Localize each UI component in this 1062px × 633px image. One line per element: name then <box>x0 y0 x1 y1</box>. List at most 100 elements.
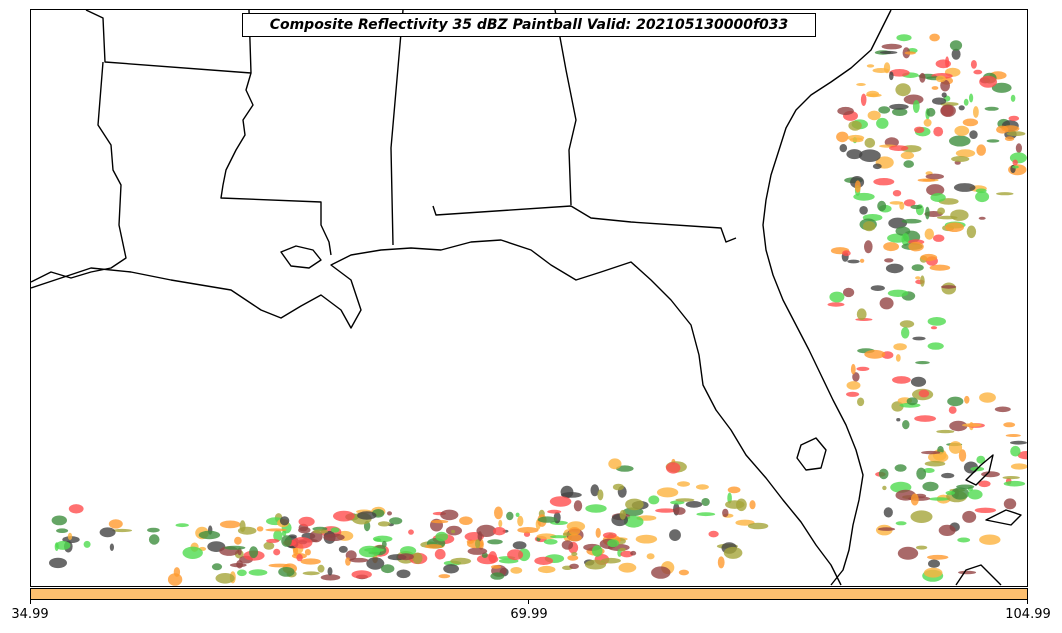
reflectivity-cell <box>836 132 848 143</box>
reflectivity-cell <box>183 547 203 559</box>
reflectivity-cell <box>490 572 504 579</box>
reflectivity-cell <box>1011 463 1028 469</box>
reflectivity-cell <box>985 107 999 111</box>
reflectivity-cell <box>562 540 573 549</box>
reflectivity-cell <box>945 56 949 67</box>
reflectivity-cell <box>69 504 84 513</box>
map-title: Composite Reflectivity 35 dBZ Paintball … <box>242 13 816 37</box>
reflectivity-cell <box>889 145 908 151</box>
al-ga-border <box>555 10 576 205</box>
colorbar-tick <box>1027 600 1028 604</box>
reflectivity-cell <box>266 539 279 543</box>
reflectivity-cell <box>722 509 728 517</box>
reflectivity-cell <box>856 83 866 86</box>
reflectivity-cell <box>932 86 939 90</box>
reflectivity-cell <box>964 396 969 404</box>
reflectivity-cell <box>829 292 844 303</box>
reflectivity-cell <box>567 555 578 561</box>
reflectivity-cell <box>892 376 911 384</box>
reflectivity-cell <box>585 504 606 513</box>
reflectivity-cell <box>1004 481 1025 487</box>
colorbar-tick-label-mid: 69.99 <box>489 607 569 622</box>
reflectivity-cell <box>929 34 940 42</box>
reflectivity-cell <box>911 494 919 506</box>
reflectivity-cell <box>709 531 719 538</box>
reflectivity-cell <box>701 498 709 506</box>
reflectivity-cell <box>1016 143 1022 153</box>
reflectivity-cell <box>951 156 969 162</box>
reflectivity-cell <box>925 461 946 467</box>
reflectivity-cell <box>922 482 938 491</box>
reflectivity-cell <box>973 70 982 75</box>
reflectivity-cell <box>889 72 894 81</box>
reflectivity-cell <box>425 544 442 549</box>
colorbar <box>30 588 1028 600</box>
reflectivity-cell <box>1010 152 1027 163</box>
reflectivity-cell <box>878 106 890 113</box>
mississippi-river-border <box>221 73 331 255</box>
reflectivity-cell <box>840 144 848 152</box>
map-panel[interactable] <box>30 9 1028 587</box>
reflectivity-cell <box>947 397 963 407</box>
reflectivity-cell <box>216 573 235 584</box>
reflectivity-cell <box>925 229 934 240</box>
reflectivity-cell <box>996 192 1013 195</box>
reflectivity-cell <box>1009 116 1020 121</box>
reflectivity-cell <box>603 532 617 538</box>
reflectivity-cell <box>510 567 522 574</box>
reflectivity-cell <box>607 539 619 547</box>
reflectivity-cell <box>903 160 914 168</box>
map-canvas <box>31 10 1028 587</box>
reflectivity-cell <box>975 508 996 513</box>
reflectivity-cell <box>506 512 513 520</box>
reflectivity-cell <box>443 564 459 573</box>
reflectivity-cell <box>364 548 384 552</box>
reflectivity-cell <box>487 539 503 544</box>
reflectivity-cell <box>896 34 911 41</box>
reflectivity-cell <box>973 106 979 118</box>
reflectivity-cell <box>866 91 879 97</box>
reflectivity-cell <box>280 516 289 525</box>
reflectivity-cell <box>876 118 888 129</box>
reflectivity-cell <box>569 564 579 569</box>
reflectivity-cell <box>387 511 392 515</box>
reflectivity-cell <box>278 567 294 577</box>
reflectivity-cell <box>920 275 925 286</box>
reflectivity-cell <box>976 189 987 194</box>
reflectivity-cell <box>912 264 924 271</box>
reflectivity-cell <box>851 364 856 375</box>
reflectivity-cell <box>914 127 924 133</box>
reflectivity-cell <box>949 136 971 147</box>
reflectivity-cell <box>298 527 310 534</box>
reflectivity-cell <box>939 525 956 536</box>
reflectivity-cell <box>859 206 868 215</box>
reflectivity-cell <box>930 193 945 202</box>
reflectivity-cell <box>1010 446 1020 457</box>
reflectivity-cell <box>647 553 655 559</box>
reflectivity-cell <box>55 542 59 551</box>
cuba-coast <box>956 565 1001 585</box>
reflectivity-cell <box>269 564 291 568</box>
reflectivity-cell <box>908 242 923 252</box>
reflectivity-cell <box>950 40 962 50</box>
reflectivity-cell <box>249 569 268 575</box>
reflectivity-cell <box>249 546 258 558</box>
reflectivity-cell <box>969 130 977 139</box>
reflectivity-cell <box>333 511 355 522</box>
reflectivity-cell <box>438 574 450 578</box>
reflectivity-cell <box>884 258 893 262</box>
reflectivity-cell <box>619 563 637 573</box>
reflectivity-cell <box>901 327 909 338</box>
reflectivity-cell <box>1012 166 1019 169</box>
reflectivity-cell <box>517 527 538 533</box>
reflectivity-cell <box>749 500 755 509</box>
colorbar-tick-label-min: 34.99 <box>0 607 70 622</box>
reflectivity-cell <box>345 557 351 565</box>
reflectivity-cell <box>301 558 321 564</box>
reflectivity-cell <box>863 221 876 231</box>
reflectivity-cell <box>675 498 694 501</box>
reflectivity-cell <box>596 528 601 538</box>
reflectivity-cell <box>933 127 943 137</box>
reflectivity-cell <box>884 507 893 517</box>
reflectivity-cell <box>969 94 973 103</box>
